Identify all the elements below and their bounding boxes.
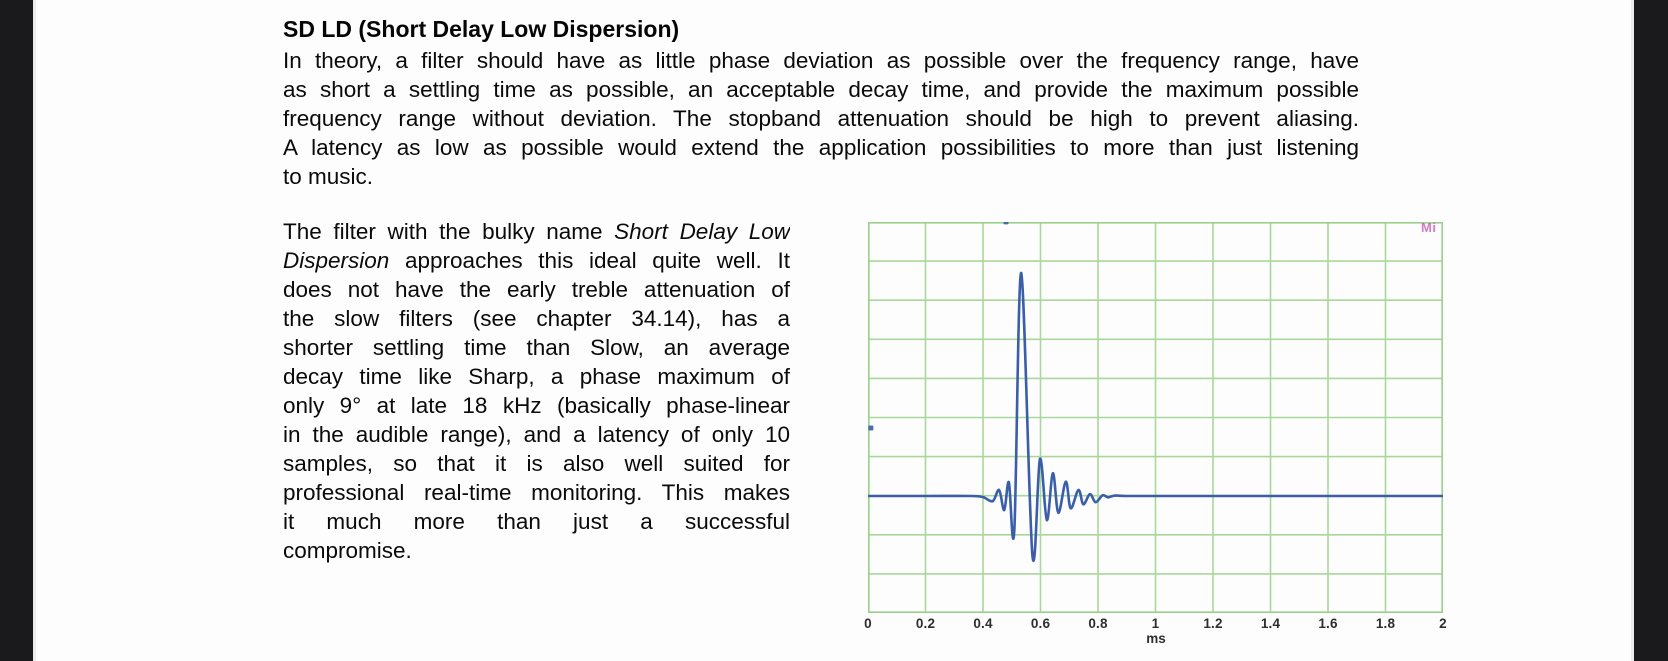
cursor-marker-dot xyxy=(1003,222,1009,225)
cursor-marker-dot xyxy=(868,425,874,431)
text-run: does not have the early treble attenuati… xyxy=(283,277,790,302)
text-run: approaches this ideal quite well. It xyxy=(389,248,790,273)
text-run: A latency as low as possible would exten… xyxy=(283,135,1359,160)
text-run: to music. xyxy=(283,164,374,189)
text-run: decay time like Sharp, a phase maximum o… xyxy=(283,364,790,389)
text-line: to music. xyxy=(283,162,1359,191)
watermark: Mi xyxy=(1421,220,1437,235)
document-page: SD LD (Short Delay Low Dispersion) In th… xyxy=(33,0,1634,661)
x-axis-ticks: 0 0.2 0.4 0.6 0.8 1 1.2 1.4 1.6 1.8 2 xyxy=(864,616,1447,632)
x-axis-tick-label: 1 xyxy=(1151,616,1160,631)
left-column-paragraph: The filter with the bulky name Short Del… xyxy=(283,217,790,565)
text-run: as short a settling time as possible, an… xyxy=(283,77,1359,102)
x-axis-tick-label: 0.8 xyxy=(1088,616,1108,631)
text-line: the slow filters (see chapter 34.14), ha… xyxy=(283,304,790,333)
text-line: In theory, a filter should have as littl… xyxy=(283,46,1359,75)
intro-paragraph: In theory, a filter should have as littl… xyxy=(283,46,1359,191)
impulse-response-chart xyxy=(868,222,1443,613)
text-line: shorter settling time than Slow, an aver… xyxy=(283,333,790,362)
x-axis-tick-label: 0.4 xyxy=(973,616,993,631)
text-run: professional real-time monitoring. This … xyxy=(283,480,790,505)
x-axis-unit-label: ms xyxy=(1146,631,1166,646)
text-line: does not have the early treble attenuati… xyxy=(283,275,790,304)
x-axis-tick-label: 1.6 xyxy=(1318,616,1338,631)
text-line: in the audible range), and a latency of … xyxy=(283,420,790,449)
text-line: it much more than just a successful xyxy=(283,507,790,536)
text-run: The filter with the bulky name xyxy=(283,219,615,244)
text-run: samples, so that it is also well suited … xyxy=(283,451,790,476)
text-run: the slow filters (see chapter 34.14), ha… xyxy=(283,306,790,331)
text-run: Short Delay Low xyxy=(614,219,790,244)
text-run: it much more than just a successful xyxy=(283,509,790,534)
text-line: only 9° at late 18 kHz (basically phase-… xyxy=(283,391,790,420)
x-axis-tick-label: 2 xyxy=(1439,616,1447,631)
impulse-chart-svg xyxy=(868,222,1443,613)
x-axis-tick-label: 0.2 xyxy=(915,616,936,631)
text-line: as short a settling time as possible, an… xyxy=(283,75,1359,104)
text-line: The filter with the bulky name Short Del… xyxy=(283,217,790,246)
impulse-response-curve xyxy=(868,271,1443,562)
text-run: frequency range without deviation. The s… xyxy=(283,106,1359,131)
x-axis-tick-label: 1.8 xyxy=(1375,616,1396,631)
text-run: In theory, a filter should have as littl… xyxy=(283,48,1359,73)
text-run: shorter settling time than Slow, an aver… xyxy=(283,335,790,360)
text-run: compromise. xyxy=(283,538,412,563)
text-line: professional real-time monitoring. This … xyxy=(283,478,790,507)
text-line: Dispersion approaches this ideal quite w… xyxy=(283,246,790,275)
text-line: A latency as low as possible would exten… xyxy=(283,133,1359,162)
viewer-background-left xyxy=(0,0,33,661)
text-line: samples, so that it is also well suited … xyxy=(283,449,790,478)
text-line: decay time like Sharp, a phase maximum o… xyxy=(283,362,790,391)
x-axis-tick-label: 1.2 xyxy=(1203,616,1223,631)
x-axis-tick-label: 1.4 xyxy=(1260,616,1281,631)
x-axis-tick-label: 0.6 xyxy=(1030,616,1051,631)
text-run: Dispersion xyxy=(283,248,390,273)
text-run: only 9° at late 18 kHz (basically phase-… xyxy=(283,393,790,418)
grid-lines xyxy=(868,222,1443,613)
x-axis-tick-label: 0 xyxy=(864,616,872,631)
viewer-background-right xyxy=(1634,0,1668,661)
text-line: frequency range without deviation. The s… xyxy=(283,104,1359,133)
section-heading: SD LD (Short Delay Low Dispersion) xyxy=(283,16,680,42)
text-line: compromise. xyxy=(283,536,790,565)
text-run: in the audible range), and a latency of … xyxy=(283,422,790,447)
